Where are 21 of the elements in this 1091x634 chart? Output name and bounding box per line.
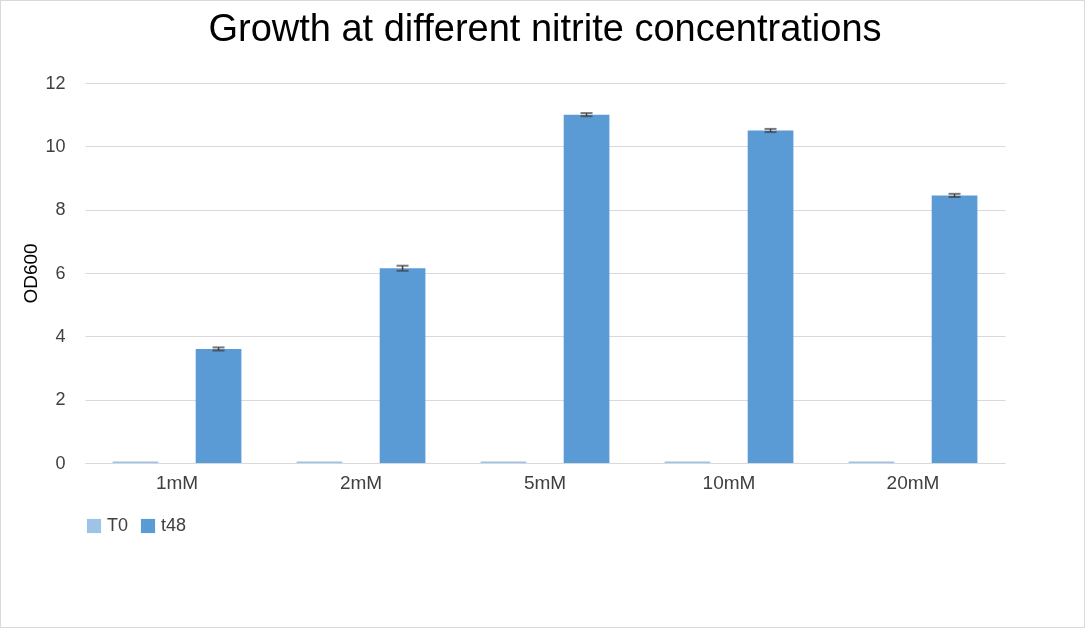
x-tick-label: 10mM bbox=[702, 471, 756, 493]
y-axis-title: OD600 bbox=[20, 243, 42, 304]
bar bbox=[563, 114, 610, 463]
y-tick-label: 0 bbox=[55, 452, 66, 473]
y-tick-label: 4 bbox=[55, 325, 66, 346]
bar bbox=[747, 130, 794, 463]
y-tick-label: 2 bbox=[55, 389, 66, 410]
y-tick-label: 10 bbox=[45, 135, 66, 156]
y-tick-label: 6 bbox=[55, 262, 66, 283]
x-tick-label: 1mM bbox=[155, 471, 199, 493]
bar bbox=[931, 195, 978, 463]
x-tick-label: 5mM bbox=[523, 471, 567, 493]
y-tick-label: 12 bbox=[45, 72, 66, 93]
y-tick-label: 8 bbox=[55, 199, 66, 220]
legend-label: t48 bbox=[161, 515, 187, 535]
chart-title: Growth at different nitrite concentrations bbox=[208, 7, 882, 49]
x-tick-label: 2mM bbox=[339, 471, 383, 493]
x-tick-label: 20mM bbox=[886, 471, 940, 493]
bar bbox=[195, 349, 242, 463]
legend-label: T0 bbox=[107, 515, 129, 535]
bar bbox=[379, 268, 426, 463]
